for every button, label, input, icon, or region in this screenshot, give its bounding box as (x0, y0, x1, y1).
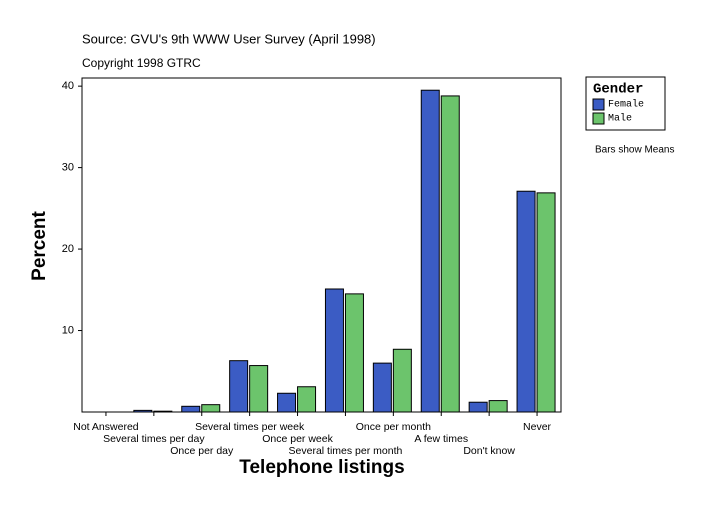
bar (516, 190, 536, 413)
source: Source: GVU's 9th WWW User Survey (April… (82, 31, 376, 46)
x-tick-label: Once per month (356, 421, 431, 433)
x-tick-label: Once per day (170, 445, 234, 457)
bar (344, 293, 364, 413)
bar (229, 360, 249, 413)
x-tick-label: A few times (414, 433, 468, 445)
bar (297, 386, 317, 413)
note: Bars show Means (595, 145, 674, 156)
bar (392, 348, 412, 413)
legend-swatch (592, 98, 605, 111)
x-tick-label: Several times per day (103, 433, 205, 445)
bar (133, 409, 153, 413)
x-tick-label: Once per week (262, 433, 333, 445)
legend-label: Male (608, 113, 632, 125)
legend-label: Female (608, 99, 644, 111)
bar (372, 362, 392, 413)
x-axis-title: Telephone listings (239, 457, 404, 478)
x-tick-label: Don't know (463, 445, 515, 457)
bar (277, 392, 297, 413)
bar (153, 410, 173, 413)
y-axis-title: Percent (29, 210, 50, 280)
bar (420, 89, 440, 413)
plot-area (81, 77, 562, 413)
bar (468, 401, 488, 413)
bar (201, 404, 221, 413)
x-tick-label: Several times per week (195, 421, 305, 433)
bar (249, 365, 269, 413)
legend-swatch (592, 112, 605, 125)
x-tick-label: Several times per month (289, 445, 403, 457)
y-tick-label: 20 (62, 243, 74, 255)
copyright: Copyright 1998 GTRC (82, 56, 201, 70)
bar (440, 95, 460, 413)
bar (536, 192, 556, 413)
bar (488, 400, 508, 413)
y-tick-label: 40 (62, 80, 74, 92)
x-tick-label: Not Answered (73, 421, 139, 433)
bar (324, 288, 344, 413)
bar (181, 405, 201, 413)
legend-title: Gender (593, 82, 643, 98)
y-tick-label: 30 (62, 162, 74, 174)
x-tick-label: Never (523, 421, 552, 433)
y-tick-label: 10 (62, 324, 74, 336)
